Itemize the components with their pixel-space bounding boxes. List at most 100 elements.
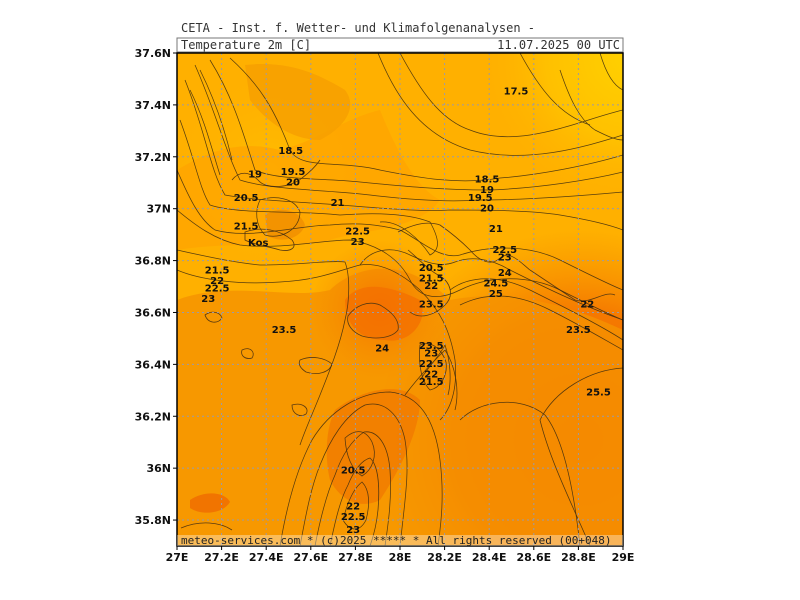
contour-label: 22 [424,369,438,380]
contour-label: 23 [346,525,360,536]
isotherm-22-rhodes [299,403,408,546]
isotherm-23 [177,249,350,446]
y-tick-label: 36N [146,462,171,475]
source-title: CETA - Inst. f. Wetter- und Klimafolgena… [181,21,535,35]
y-tick-label: 36.6N [135,306,171,319]
isotherm-20-rhodes [329,457,380,546]
x-tick-label: 28.8E [561,551,596,564]
contour-label: 23 [201,294,215,305]
coastline-bodrum [407,249,451,317]
isotherm-23-5 [177,264,456,421]
x-tick-label: 28.2E [427,551,462,564]
contour-label: 21.5 [419,273,444,284]
contour-label: 23.5 [419,299,444,310]
contour-label: 25 [489,289,503,300]
isotherm-21-rhodes [314,431,391,546]
isotherm-18 [377,53,623,156]
isotherm-16-5-ne [519,53,591,126]
isotherm-kos-bubble [256,197,301,237]
isotherm-18-5 [229,57,623,182]
place-label-kos: Kos [248,238,268,249]
contour-label: 19 [248,170,262,181]
x-tick-label: 27.8E [338,551,373,564]
coastline-tilos [298,357,333,374]
contour-label: 24.5 [484,279,509,290]
island-small-southwest [190,493,230,513]
contour-label: 20.5 [341,465,366,476]
contour-label: 18.5 [278,146,303,157]
contour-label: 20 [286,177,300,188]
y-tick-label: 35.8N [135,514,171,527]
x-tick-label: 29E [612,551,635,564]
coastline-nisyros [347,302,399,339]
contour-label: 21.5 [205,266,230,277]
isotherm-19 [209,59,623,191]
x-tick-label: 28.4E [472,551,507,564]
contour-label: 24 [375,343,389,354]
y-tick-label: 37.4N [135,99,171,112]
contour-label: 25.5 [586,388,611,399]
coastline-small [241,348,254,359]
coastline-kos [244,228,295,251]
contour-label: 23 [498,253,512,264]
isotherm-nw-2 [189,89,221,176]
x-tick-label: 27.6E [293,551,328,564]
isotherm-20-5-rhodes [342,481,369,530]
contour-label: 19 [480,185,494,196]
x-tick-label: 27.4E [249,551,284,564]
contour-label: 23.5 [272,325,297,336]
valid-time: 11.07.2025 00 UTC [497,38,620,52]
coastline-islet [291,403,308,416]
contour-label: 22 [210,276,224,287]
isotherm-22 [177,209,623,321]
contour-label: 20.5 [419,263,444,274]
isotherm-24 [359,249,623,321]
isotherm-16-ne [599,53,623,91]
coastline-turkey [397,222,616,302]
coastlines [180,159,616,531]
contour-label: 21 [489,224,503,235]
contour-label: 17.5 [504,87,529,98]
isotherm-22-5-rhodes [279,391,443,546]
contour-label: 24 [498,268,512,279]
contour-label: 18.5 [475,175,500,186]
contour-label: 23 [424,349,438,360]
isotherm-19-5 [194,64,623,202]
contour-label: 22.5 [341,512,366,523]
isotherm-25-east [459,401,581,546]
contour-label: 20 [480,203,494,214]
isotherms [177,53,623,546]
isotherm-24-5 [449,278,623,341]
contour-label: 23 [351,237,365,248]
footer-strip [177,535,623,546]
y-tick-label: 36.2N [135,410,171,423]
isotherm-17-ne [559,69,623,141]
y-tick-label: 36.8N [135,255,171,268]
isotherm-symi-mid [404,349,458,411]
isotherm-20-5 [179,119,438,256]
y-tick-label: 36.4N [135,358,171,371]
x-tick-label: 27E [166,551,189,564]
y-tick-label: 37N [146,203,171,216]
contour-label: 23.5 [566,325,591,336]
footer-credit: meteo-services.com * (c)2025 ***** * All… [181,534,611,547]
island-small-west [265,209,305,240]
coastline-symi [419,343,447,391]
parameter-title: Temperature 2m [C] [181,38,311,52]
contour-label: 20.5 [234,193,259,204]
contour-label: 22 [424,281,438,292]
contour-label: 19.5 [468,193,493,204]
contour-label: 22.5 [205,284,230,295]
isotherm-17-5 [399,53,623,138]
x-tick-label: 28.6E [516,551,551,564]
y-axis: 35.8N 36N 36.2N 36.4N 36.6N 36.8N 37N 37.2N 37.4… [135,47,177,527]
isotherm-25 [459,295,623,351]
title-bar [176,37,624,53]
coastline-kalymnos [231,159,321,187]
x-tick-label: 27.2E [204,551,239,564]
contour-label: 23.5 [419,341,444,352]
contour-label: 21.5 [419,377,444,388]
contour-label: 21 [331,198,345,209]
